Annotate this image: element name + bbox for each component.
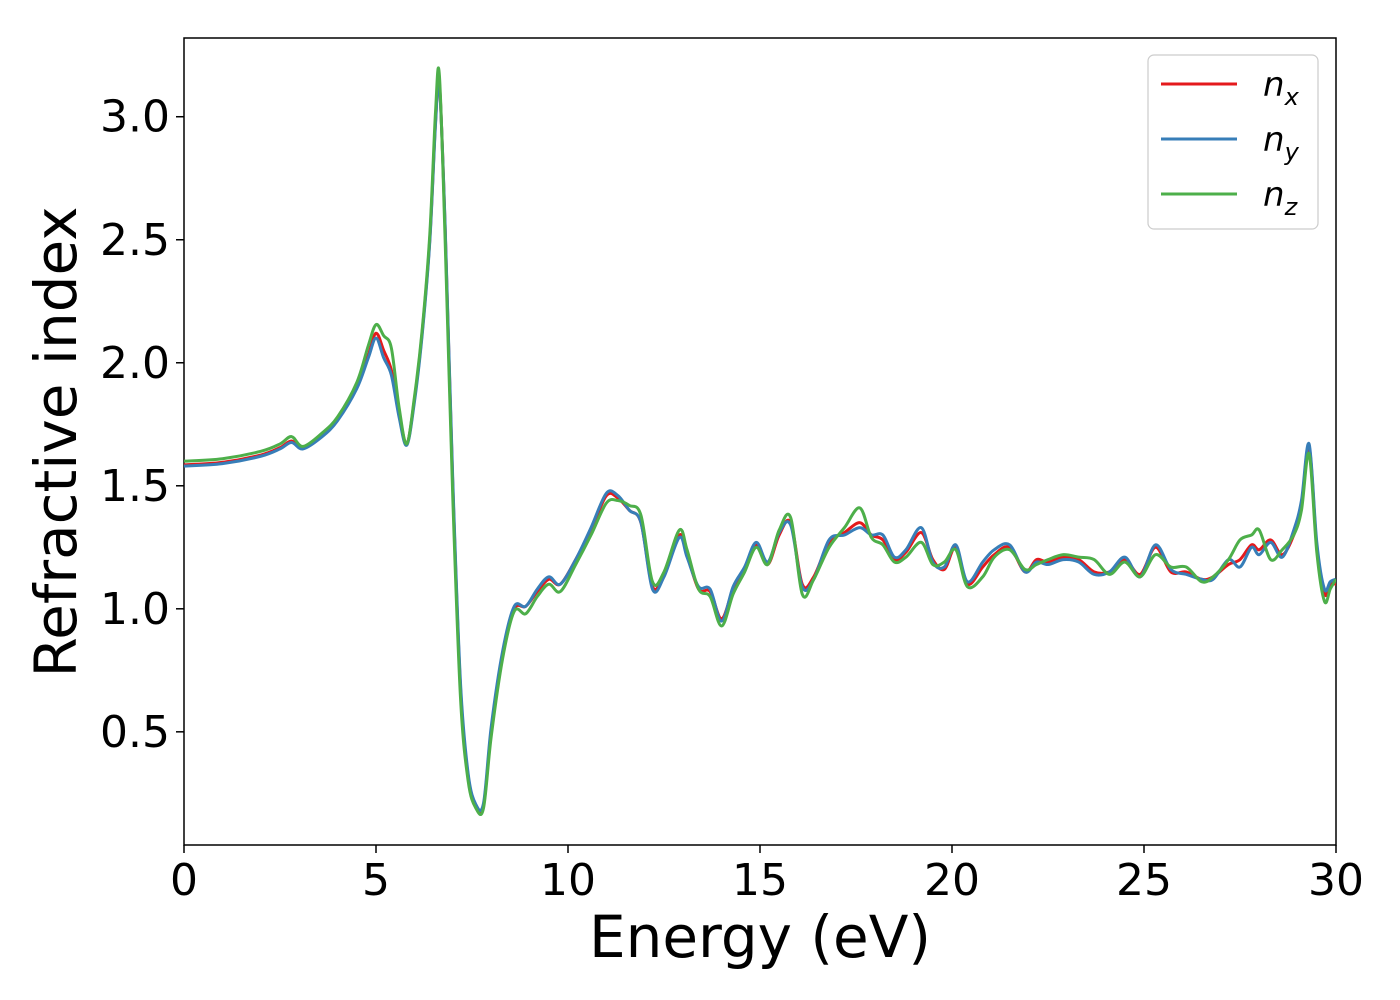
- legend-label-z: nz: [1263, 175, 1299, 221]
- y-tick-label: 1.5: [100, 461, 170, 512]
- legend-label-base: n: [1263, 120, 1285, 160]
- x-axis-title: Energy (eV): [589, 903, 931, 971]
- legend-label-x: nx: [1263, 65, 1300, 111]
- x-axis: 0 5 10 15 20 25 30: [170, 845, 1364, 906]
- series-layer: [184, 66, 1336, 817]
- y-axis-title: Refractive index: [22, 206, 90, 677]
- x-tick-label: 25: [1116, 855, 1172, 906]
- x-tick-label: 15: [732, 855, 788, 906]
- x-tick-label: 0: [170, 855, 198, 906]
- y-tick-label: 2.5: [100, 215, 170, 266]
- y-tick-label: 2.0: [100, 338, 170, 389]
- x-tick-label: 30: [1308, 855, 1364, 906]
- legend-label-sub: x: [1284, 83, 1300, 111]
- legend-label-sub: z: [1284, 193, 1299, 221]
- y-tick-label: 0.5: [100, 707, 170, 758]
- y-tick-label: 3.0: [100, 92, 170, 143]
- legend-label-base: n: [1263, 65, 1285, 105]
- series-line-z: [184, 66, 1336, 817]
- legend-label-y: ny: [1263, 120, 1300, 166]
- x-tick-label: 10: [540, 855, 596, 906]
- legend-label-base: n: [1263, 175, 1285, 215]
- legend-box: [1147, 54, 1319, 230]
- x-tick-label: 20: [924, 855, 980, 906]
- y-tick-label: 1.0: [100, 584, 170, 635]
- x-tick-label: 5: [362, 855, 390, 906]
- y-axis: 0.5 1.0 1.5 2.0 2.5 3.0: [100, 92, 184, 758]
- legend-label-sub: y: [1284, 138, 1300, 166]
